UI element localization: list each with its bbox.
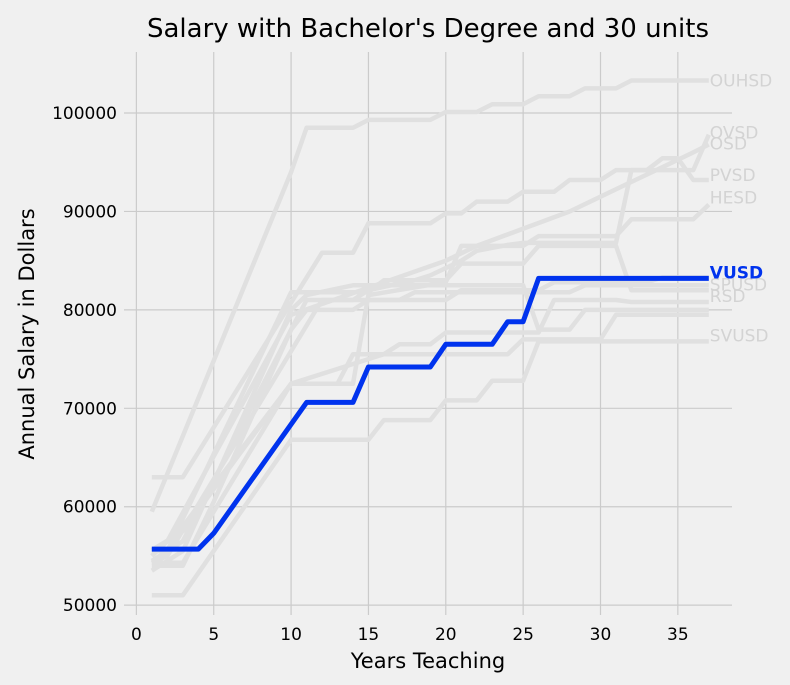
series-line <box>150 312 709 552</box>
x-tick-label: 10 <box>280 625 302 645</box>
y-tick-label: 100000 <box>52 104 117 124</box>
series-line <box>150 283 709 573</box>
x-tick-label: 5 <box>208 625 219 645</box>
series-line <box>151 297 709 566</box>
chart-title: Salary with Bachelor's Degree and 30 uni… <box>147 14 709 44</box>
x-axis-label: Years Teaching <box>350 649 505 673</box>
series-lines <box>149 78 711 598</box>
series-label: VUSD <box>710 263 763 283</box>
series-line <box>150 283 709 565</box>
x-tick-label: 0 <box>131 625 142 645</box>
series-label: RSD <box>710 287 746 307</box>
series-line <box>151 275 709 552</box>
series-label: OSD <box>710 135 747 155</box>
series-label: SVUSD <box>710 326 769 346</box>
x-tick-label: 20 <box>435 625 457 645</box>
series-line <box>150 275 709 563</box>
series-line <box>150 142 710 558</box>
highlight-line <box>151 275 709 552</box>
y-tick-label: 90000 <box>63 202 117 222</box>
x-tick-label: 30 <box>590 625 612 645</box>
x-tick-labels: 0 5 10 15 20 25 30 35 <box>131 625 689 645</box>
series-label: SPUSD <box>710 275 767 295</box>
series-line <box>151 243 709 554</box>
y-tick-label: 80000 <box>63 301 117 321</box>
series-line <box>149 78 709 513</box>
series-label: OVSD <box>710 124 759 144</box>
series-label: PVSD <box>710 166 756 186</box>
y-axis-label: Annual Salary in Dollars <box>15 208 39 459</box>
x-tick-label: 35 <box>667 625 689 645</box>
x-tick-label: 25 <box>512 625 534 645</box>
series-label: OUHSD <box>710 72 773 92</box>
y-tick-label: 60000 <box>63 498 117 518</box>
x-tick-label: 15 <box>358 625 380 645</box>
series-line <box>151 339 709 598</box>
series-line <box>151 156 709 480</box>
series-label: HESD <box>710 189 757 209</box>
y-tick-labels: 50000 60000 70000 80000 90000 100000 <box>52 104 117 616</box>
y-tick-label: 70000 <box>63 399 117 419</box>
y-tick-label: 50000 <box>63 596 117 616</box>
